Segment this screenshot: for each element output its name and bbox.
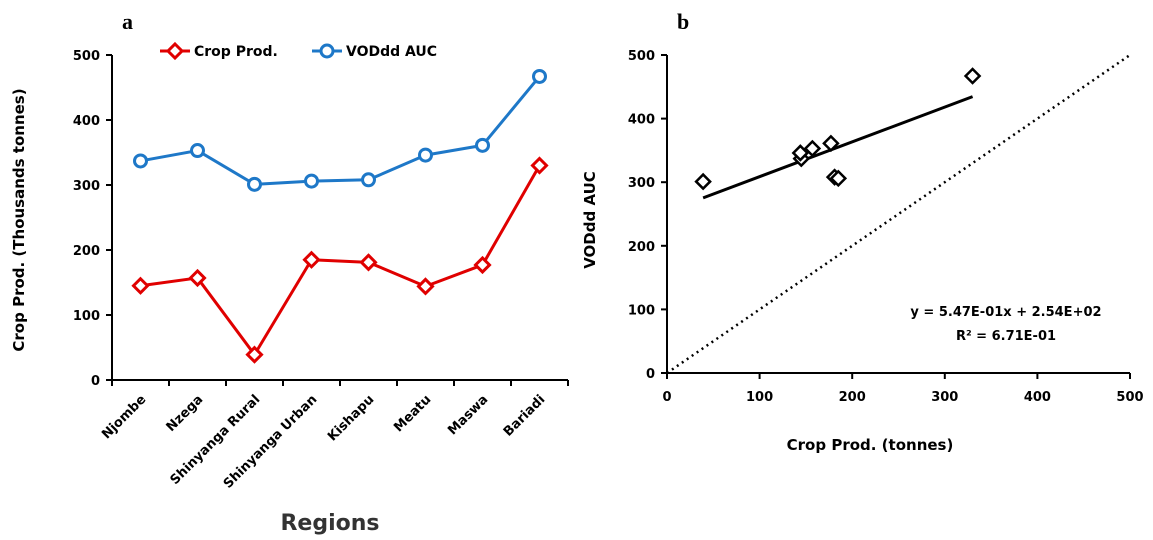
legend-crop-prod-label: Crop Prod. xyxy=(194,44,278,60)
panel-a-y-axis-title: Crop Prod. (Thousands tonnes) xyxy=(10,88,28,351)
data-point-voddd-auc-bariadi xyxy=(532,68,547,84)
panel-b-y-axis-title: VODdd AUC xyxy=(581,171,599,269)
panel-a: a 0 100 200 300 400 500 Njombe Nzega Shinyanga … xyxy=(10,9,569,536)
data-point-crop-prod-njombe xyxy=(131,276,150,295)
panel-a-letter: a xyxy=(122,9,133,34)
y-tick-label: 400 xyxy=(628,113,655,128)
x-tick-label: 300 xyxy=(931,390,958,405)
y-tick-label: 400 xyxy=(73,114,100,129)
y-tick-label: 200 xyxy=(628,240,655,255)
x-tick-label-shinyanga-urban: Shinyanga Urban xyxy=(221,392,321,492)
panel-b-x-axis-title: Crop Prod. (tonnes) xyxy=(787,436,954,454)
scatter-point-2 xyxy=(791,144,810,162)
x-tick-label-njombe: Njombe xyxy=(99,392,149,442)
legend-crop-prod-marker xyxy=(165,41,185,61)
x-tick-label-bariadi: Bariadi xyxy=(501,392,548,439)
panel-a-series xyxy=(131,68,549,364)
y-tick-label: 100 xyxy=(73,309,100,324)
panel-b-points xyxy=(694,67,982,191)
panel-b-x-ticks: 0 100 200 300 400 500 xyxy=(662,373,1144,405)
panel-b: b 0 100 200 300 400 500 0 100 200 300 400 500 VODd… xyxy=(581,9,1144,454)
data-point-voddd-auc-meatu xyxy=(418,147,433,163)
x-tick-label: 0 xyxy=(662,390,671,405)
data-point-crop-prod-maswa xyxy=(473,255,492,275)
legend-voddd-auc-label: VODdd AUC xyxy=(346,44,437,60)
scatter-point-7 xyxy=(963,67,982,85)
data-point-voddd-auc-shinyanga-rural xyxy=(247,176,262,192)
data-point-crop-prod-nzega xyxy=(188,268,207,288)
y-tick-label: 500 xyxy=(628,49,655,64)
data-point-voddd-auc-njombe xyxy=(133,153,148,169)
panel-a-x-axis-title: Regions xyxy=(280,511,379,536)
data-point-crop-prod-meatu xyxy=(416,277,435,296)
y-tick-label: 0 xyxy=(91,374,100,389)
panel-a-axes xyxy=(111,55,568,381)
x-tick-label-maswa: Maswa xyxy=(445,392,491,438)
x-tick-label-nzega: Nzega xyxy=(164,392,207,435)
y-tick-label: 200 xyxy=(73,244,100,259)
data-point-voddd-auc-shinyanga-urban xyxy=(304,173,319,189)
panel-b-y-ticks: 0 100 200 300 400 500 xyxy=(628,49,667,382)
y-tick-label: 100 xyxy=(628,303,655,318)
panel-b-lines xyxy=(666,53,1131,375)
scatter-point-4 xyxy=(822,134,840,153)
panel-a-legend: Crop Prod. VODdd AUC xyxy=(160,41,437,61)
y-tick-label: 500 xyxy=(73,49,100,64)
panel-b-letter: b xyxy=(677,9,689,34)
panel-b-axes xyxy=(666,55,1130,374)
trendline-equation: y = 5.47E-01x + 2.54E+02 xyxy=(910,305,1101,320)
scatter-point-3 xyxy=(803,139,822,158)
series-line-voddd-auc xyxy=(140,75,541,186)
x-tick-label: 400 xyxy=(1024,390,1051,405)
scatter-point-6 xyxy=(829,169,848,188)
y-tick-label: 300 xyxy=(628,176,655,191)
x-tick-label: 100 xyxy=(746,390,773,405)
r-squared: R² = 6.71E-01 xyxy=(956,329,1056,344)
x-tick-label-kishapu: Kishapu xyxy=(325,392,377,444)
data-point-voddd-auc-nzega xyxy=(190,143,205,159)
legend-voddd-auc-marker xyxy=(319,43,335,59)
one-to-one-line xyxy=(666,53,1131,375)
data-point-voddd-auc-kishapu xyxy=(361,172,376,188)
data-point-crop-prod-bariadi xyxy=(530,156,549,175)
x-tick-label: 500 xyxy=(1116,390,1143,405)
y-tick-label: 300 xyxy=(73,179,100,194)
trendline xyxy=(702,95,974,200)
data-point-crop-prod-shinyanga-urban xyxy=(302,250,321,269)
x-tick-label: 200 xyxy=(839,390,866,405)
y-tick-label: 0 xyxy=(646,367,655,382)
x-tick-label-meatu: Meatu xyxy=(391,392,434,435)
scatter-point-0 xyxy=(694,172,712,191)
data-point-voddd-auc-maswa xyxy=(475,137,490,153)
data-point-crop-prod-kishapu xyxy=(359,253,378,272)
panel-a-y-ticks: 0 100 200 300 400 500 xyxy=(73,49,112,389)
data-point-crop-prod-shinyanga-rural xyxy=(245,345,264,364)
series-line-crop-prod xyxy=(140,164,541,357)
